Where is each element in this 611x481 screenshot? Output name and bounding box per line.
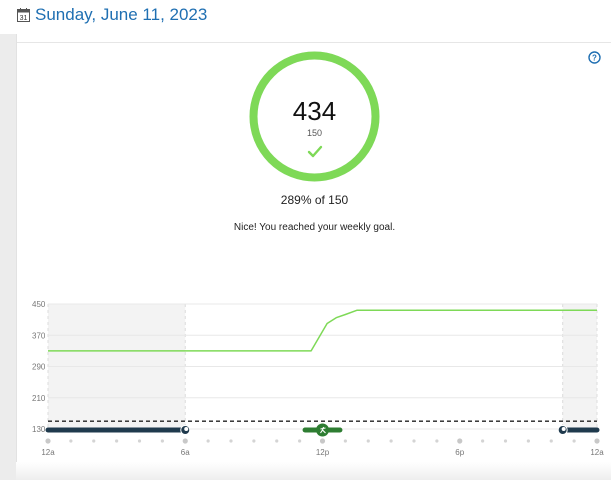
x-minor-dot [435, 439, 439, 443]
chart-svg: 450 370 290 210 130 12a 6a 12p 6p 12a [32, 300, 604, 457]
x-minor-dot [572, 439, 576, 443]
calendar-icon: 31 [17, 8, 30, 22]
x-minor-dot [366, 439, 370, 443]
goal-message: Nice! You reached your weekly goal. [233, 222, 396, 233]
x-major-dot [594, 438, 600, 444]
bottom-fade [16, 462, 611, 480]
x-major-dot [457, 438, 463, 444]
header: 31 Sunday, June 11, 2023 [0, 0, 611, 34]
x-minor-dot [343, 439, 347, 443]
x-minor-dot [115, 439, 119, 443]
x-minor-dot [275, 439, 279, 443]
y-tick-label: 290 [32, 363, 46, 372]
percent-text: 289% of 150 [280, 193, 349, 207]
x-minor-dot [412, 439, 416, 443]
x-minor-dot [206, 439, 210, 443]
series-line [48, 309, 597, 352]
moon-icon-cutout [184, 427, 189, 431]
x-minor-dot [481, 439, 485, 443]
x-minor-dot [503, 439, 508, 443]
running-person-glyph [320, 426, 326, 434]
x-minor-dot [69, 439, 73, 443]
left-rail [0, 34, 17, 480]
x-minor-dot [229, 439, 233, 443]
x-tick-label: 6a [181, 448, 190, 457]
progress-ring [249, 51, 380, 182]
x-minor-dot [160, 439, 164, 443]
x-minor-dot [252, 439, 256, 443]
x-tick-label: 12p [316, 448, 330, 457]
progress-ring-arc [249, 51, 380, 182]
page-title: Sunday, June 11, 2023 [35, 5, 208, 24]
svg-text:?: ? [592, 54, 597, 63]
check-icon [307, 145, 323, 158]
x-tick-label: 12a [41, 448, 55, 457]
calendar-day: 31 [20, 15, 28, 22]
x-minor-dot [137, 439, 142, 443]
x-major-dot [182, 438, 188, 444]
y-tick-label: 130 [32, 425, 46, 434]
y-tick-label: 370 [32, 331, 46, 340]
help-icon[interactable]: ? [588, 51, 601, 64]
x-major-dot [319, 438, 326, 444]
x-tick-label: 6p [455, 448, 464, 457]
x-minor-dot [549, 439, 553, 443]
x-minor-dot [389, 439, 393, 443]
steps-chart: 450 370 290 210 130 12a 6a 12p 6p 12a [0, 290, 611, 465]
x-minor-dot [298, 439, 302, 443]
y-tick-label: 210 [32, 394, 46, 403]
moon-icon-cutout [561, 427, 566, 431]
x-major-dot [45, 438, 51, 444]
x-minor-dot [92, 439, 96, 443]
summary-goal: 150 [306, 128, 323, 138]
y-tick-label: 450 [32, 300, 46, 309]
summary-value: 434 [292, 96, 337, 126]
x-tick-label: 12a [590, 448, 604, 457]
x-minor-dot [526, 439, 530, 443]
